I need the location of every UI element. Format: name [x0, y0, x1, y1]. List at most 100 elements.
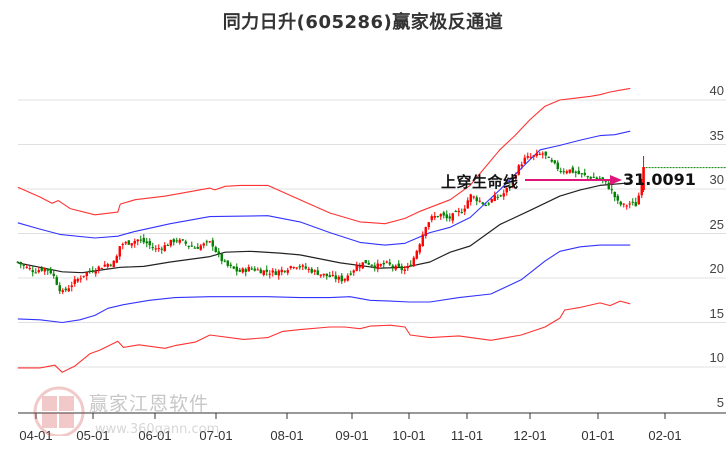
candle-up — [421, 234, 424, 247]
candle-down — [151, 247, 154, 249]
candle-up — [640, 182, 643, 196]
candle-up — [418, 244, 421, 253]
candle-down — [148, 241, 151, 246]
candle-up — [490, 199, 493, 203]
candle-up — [25, 266, 28, 268]
x-tick-label: 12-01 — [513, 428, 547, 443]
candle-up — [97, 266, 100, 270]
candle-up — [130, 243, 133, 246]
candle-down — [166, 244, 169, 246]
candle-down — [91, 270, 94, 273]
candle-up — [361, 262, 364, 269]
annotation-overlay — [525, 167, 726, 185]
x-tick-label: 04-01 — [19, 428, 53, 443]
candle-up — [433, 215, 436, 218]
candle-up — [412, 257, 415, 267]
candle-down — [196, 247, 199, 249]
candle-up — [208, 241, 211, 243]
candle-down — [382, 262, 385, 265]
grid-lines — [18, 99, 726, 368]
candle-up — [262, 270, 265, 276]
candle-down — [349, 273, 352, 275]
candle-up — [247, 266, 250, 272]
candle-up — [115, 256, 118, 263]
candle-down — [367, 262, 370, 265]
candle-up — [457, 210, 460, 213]
candle-down — [481, 202, 484, 205]
x-tick-label: 06-01 — [138, 428, 172, 443]
candle-down — [616, 195, 619, 201]
candle-up — [169, 239, 172, 246]
candle-down — [193, 247, 196, 249]
candle-up — [352, 270, 355, 273]
candle-up — [76, 278, 79, 282]
candle-up — [154, 248, 157, 250]
candle-up — [625, 205, 628, 207]
candle-down — [19, 262, 22, 265]
candle-down — [448, 216, 451, 219]
annotation-label: 上穿生命线 — [441, 173, 519, 191]
x-tick-label: 09-01 — [335, 428, 369, 443]
candle-down — [547, 156, 550, 158]
candle-down — [388, 262, 391, 265]
candle-up — [82, 275, 85, 277]
candle-down — [304, 266, 307, 269]
candle-down — [244, 269, 247, 272]
candle-up — [622, 203, 625, 205]
candle-up — [79, 278, 82, 280]
candle-down — [184, 241, 187, 244]
candle-up — [628, 203, 631, 205]
candle-up — [61, 290, 64, 292]
life-line-line — [17, 182, 631, 274]
candle-up — [535, 153, 538, 156]
candle-down — [190, 245, 193, 247]
candle-up — [241, 268, 244, 273]
candle-up — [517, 165, 520, 175]
x-tick-label: 10-01 — [392, 428, 426, 443]
candle-down — [571, 167, 574, 173]
candle-up — [346, 275, 349, 281]
candle-down — [607, 182, 610, 190]
y-tick-label: 15 — [709, 305, 724, 321]
candle-down — [223, 260, 226, 262]
candlesticks — [16, 149, 645, 295]
watermark-logo-icon — [33, 386, 85, 436]
candle-down — [487, 203, 490, 205]
candle-down — [160, 248, 163, 250]
candle-down — [475, 197, 478, 202]
candle-down — [589, 177, 592, 179]
y-tick-label: 30 — [709, 172, 724, 187]
candle-down — [592, 176, 595, 178]
candle-up — [406, 265, 409, 269]
candle-up — [124, 242, 127, 244]
candle-up — [289, 266, 292, 269]
candle-up — [439, 214, 442, 217]
candle-down — [22, 264, 25, 266]
candle-down — [310, 268, 313, 273]
candle-up — [538, 153, 541, 155]
candle-up — [493, 195, 496, 201]
y-tick-label: 20 — [709, 261, 724, 276]
x-axis — [18, 412, 726, 419]
candle-down — [175, 240, 178, 242]
candle-up — [199, 245, 202, 250]
upper-outer-band-line — [17, 87, 631, 225]
candle-up — [358, 266, 361, 268]
lower-inner-band-line — [17, 244, 631, 324]
candle-down — [559, 171, 562, 173]
candle-up — [514, 175, 517, 179]
candle-down — [298, 266, 301, 268]
y-tick-label: 35 — [709, 127, 724, 143]
candle-down — [52, 273, 55, 276]
candle-up — [466, 200, 469, 209]
candle-down — [250, 268, 253, 270]
candle-down — [235, 266, 238, 272]
candle-down — [232, 266, 235, 269]
candle-up — [313, 270, 316, 272]
candle-up — [307, 268, 310, 270]
candle-down — [274, 271, 277, 275]
candle-up — [565, 171, 568, 174]
candle-up — [256, 269, 259, 271]
candle-up — [70, 285, 73, 288]
candle-up — [277, 270, 280, 276]
